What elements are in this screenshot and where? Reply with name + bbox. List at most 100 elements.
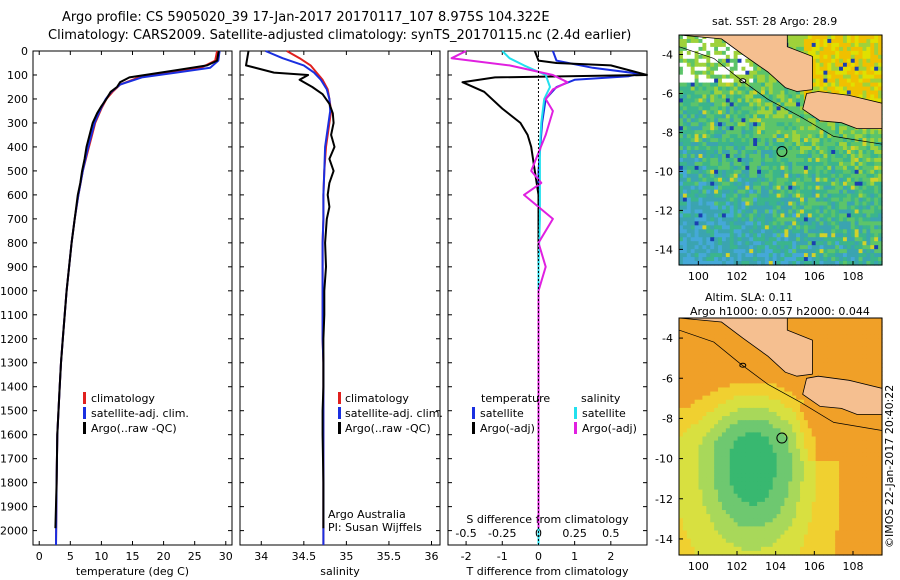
sst-map-cell bbox=[757, 161, 762, 167]
sst-map-cell bbox=[757, 146, 762, 151]
sst-map-cell bbox=[815, 142, 821, 147]
diff-x2-tick-label: 0.25 bbox=[562, 527, 587, 540]
sst-map-cell bbox=[764, 241, 770, 246]
sla-map-cell bbox=[706, 383, 711, 389]
sst-map-cell bbox=[760, 94, 766, 100]
sla-map-cell bbox=[823, 444, 828, 450]
sst-map-cell bbox=[772, 201, 778, 207]
sla-map-cell bbox=[760, 399, 766, 405]
sst-map-cell bbox=[710, 205, 715, 211]
sla-map-cell bbox=[807, 444, 813, 450]
sla-map-cell bbox=[764, 411, 770, 417]
sla-map-cell bbox=[807, 326, 813, 331]
sla-map-cell bbox=[733, 428, 739, 434]
sla-map-cell bbox=[718, 424, 723, 429]
sst-map-cell bbox=[698, 142, 704, 147]
sla-map-cell bbox=[757, 420, 762, 425]
sla-map-cell bbox=[772, 399, 778, 405]
sst-map-cell bbox=[737, 102, 743, 107]
sla-map-cell bbox=[733, 338, 739, 344]
sla-map-cell bbox=[741, 354, 746, 360]
sst-map-cell bbox=[702, 209, 707, 215]
sst-map-cell bbox=[831, 122, 836, 127]
sst-map-cell bbox=[760, 106, 766, 111]
sst-map-cell bbox=[733, 118, 739, 123]
sla-map-cell bbox=[753, 440, 758, 446]
sst-map-cell bbox=[745, 169, 750, 175]
sst-map-cell bbox=[803, 134, 809, 139]
sla-map-cell bbox=[862, 350, 867, 356]
sla-map-cell bbox=[835, 411, 840, 417]
sst-map-cell bbox=[835, 62, 840, 68]
sst-map-cell bbox=[721, 165, 727, 171]
sst-map-cell bbox=[706, 82, 711, 88]
sla-map-cell bbox=[870, 342, 875, 348]
sla-map-cell bbox=[819, 362, 825, 368]
sst-map-cell bbox=[784, 225, 789, 230]
sla-map-cell bbox=[854, 338, 860, 344]
sla-map-cell bbox=[686, 338, 692, 344]
sst-map-cell bbox=[878, 54, 883, 60]
sla-map-cell bbox=[714, 395, 719, 401]
sst-map-cell bbox=[772, 193, 778, 199]
sla-map-cell bbox=[780, 375, 785, 380]
sst-map-cell bbox=[702, 233, 707, 238]
sla-map-cell bbox=[784, 399, 789, 405]
sla-map-cell bbox=[729, 379, 735, 384]
sst-map-cell bbox=[839, 241, 844, 246]
sst-map-cell bbox=[835, 58, 840, 64]
sst-map-cell bbox=[800, 221, 805, 226]
sst-map-cell bbox=[780, 197, 785, 203]
sla-map-cell bbox=[710, 440, 715, 446]
sla-map-cell bbox=[721, 330, 727, 335]
sla-map-cell bbox=[749, 432, 754, 438]
sst-map-cell bbox=[866, 150, 871, 155]
sst-map-cell bbox=[800, 245, 805, 250]
sla-map-cell bbox=[846, 338, 852, 344]
sla-map-cell bbox=[721, 440, 727, 446]
sst-map-cell bbox=[694, 142, 700, 147]
sst-map-cell bbox=[862, 82, 867, 88]
sla-map-cell bbox=[800, 318, 805, 323]
sst-map-cell bbox=[854, 142, 860, 147]
sst-map-cell bbox=[686, 193, 692, 199]
sst-map-cell bbox=[815, 209, 821, 215]
sst-map-cell bbox=[850, 213, 856, 219]
sst-map-cell bbox=[710, 82, 715, 88]
sst-map-cell bbox=[788, 98, 793, 104]
sst-map-cell bbox=[757, 197, 762, 203]
sst-map-cell bbox=[729, 189, 735, 195]
sst-map-cell bbox=[702, 150, 707, 155]
sst-map-cell bbox=[878, 94, 883, 100]
sst-map-cell bbox=[862, 86, 867, 92]
sst-map-cell bbox=[870, 78, 875, 84]
sst-map-cell bbox=[729, 245, 735, 250]
sst-map-cell bbox=[698, 150, 704, 155]
sst-map-cell bbox=[694, 130, 700, 135]
sla-map-cell bbox=[792, 436, 797, 442]
sla-map-cell bbox=[803, 436, 809, 442]
sst-map-cell bbox=[710, 86, 715, 92]
sst-map-cell bbox=[819, 161, 825, 167]
sla-map-cell bbox=[858, 371, 864, 376]
sst-map-cell bbox=[835, 82, 840, 88]
sst-map-cell bbox=[846, 261, 852, 266]
sla-map-cell bbox=[721, 367, 727, 372]
sst-map-cell bbox=[858, 205, 864, 211]
sla-map-cell bbox=[718, 354, 723, 360]
sla-map-cell bbox=[706, 440, 711, 446]
sla-map-cell bbox=[690, 362, 696, 368]
sst-map-cell bbox=[745, 193, 750, 199]
sst-map-cell bbox=[718, 197, 723, 203]
sla-map-cell bbox=[694, 379, 700, 384]
sst-map-cell bbox=[780, 213, 785, 219]
diff-x2-tick-label: -0.5 bbox=[455, 527, 476, 540]
sst-map-cell bbox=[729, 201, 735, 207]
sst-map-cell bbox=[796, 90, 801, 96]
sst-map-cell bbox=[737, 189, 743, 195]
sla-map-cell bbox=[850, 322, 856, 327]
sla-map-cell bbox=[772, 407, 778, 413]
sla-map-cell bbox=[725, 411, 731, 417]
sla-map-cell bbox=[698, 444, 704, 450]
sst-map-cell bbox=[706, 126, 711, 131]
